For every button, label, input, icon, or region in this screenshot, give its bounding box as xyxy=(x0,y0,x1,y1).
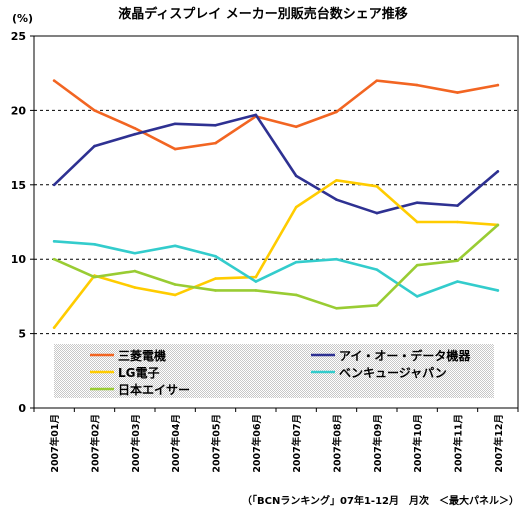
x-tick-label: 2007年08月 xyxy=(332,414,344,473)
data-point xyxy=(133,251,137,255)
y-axis-unit: (%) xyxy=(12,12,33,25)
data-point xyxy=(456,204,459,207)
data-point xyxy=(294,260,298,264)
y-tick-label: 5 xyxy=(18,328,26,341)
data-point xyxy=(93,243,96,246)
data-point xyxy=(294,293,298,297)
data-point xyxy=(456,280,459,283)
y-tick-label: 0 xyxy=(18,402,26,415)
data-point xyxy=(496,170,500,173)
legend-label: 日本エイサー xyxy=(118,382,190,397)
data-point xyxy=(375,184,379,188)
data-point xyxy=(173,147,177,151)
chart-title: 液晶ディスプレイ メーカー別販売台数シェア推移 xyxy=(118,6,408,22)
source-note: （「BCNランキング」07年1-12月 月次 ＜最大パネル＞） xyxy=(242,494,519,507)
legend-label: ベンキュージャパン xyxy=(339,366,447,380)
data-point xyxy=(52,326,56,329)
y-axis-ticks: 0 5 10 15 20 25 xyxy=(11,30,34,415)
data-point xyxy=(456,91,459,94)
data-point xyxy=(456,259,459,262)
data-point xyxy=(214,289,217,292)
data-point xyxy=(254,113,258,117)
legend-label: アイ・オー・データ機器 xyxy=(339,348,471,363)
x-axis-ticks: 2007年01月 2007年02月 2007年03月 2007年04月 2007年05月… xyxy=(33,408,519,473)
data-point xyxy=(254,280,258,283)
legend-label: 三菱電機 xyxy=(118,348,166,363)
data-point xyxy=(456,220,459,224)
y-tick-label: 25 xyxy=(11,30,26,43)
data-point xyxy=(173,122,177,126)
data-point xyxy=(52,257,56,261)
data-point xyxy=(133,286,137,289)
data-point xyxy=(173,293,177,297)
data-point xyxy=(133,126,137,130)
data-point xyxy=(375,268,379,271)
data-point xyxy=(133,269,137,273)
x-tick-label: 2007年07月 xyxy=(291,414,303,473)
data-point xyxy=(415,263,419,267)
x-tick-label: 2007年10月 xyxy=(412,414,424,473)
data-point xyxy=(173,244,177,248)
legend-box xyxy=(54,344,494,398)
data-point xyxy=(254,275,258,279)
x-tick-label: 2007年06月 xyxy=(251,414,263,473)
data-point xyxy=(335,257,338,261)
legend-label: LG電子 xyxy=(118,366,160,380)
x-tick-label: 2007年05月 xyxy=(211,414,223,473)
y-tick-label: 10 xyxy=(11,253,27,266)
data-point xyxy=(496,223,500,227)
data-point xyxy=(294,205,298,209)
data-point xyxy=(496,289,500,292)
x-tick-label: 2007年01月 xyxy=(49,414,61,473)
data-point xyxy=(335,179,338,182)
data-point xyxy=(335,198,338,201)
data-point xyxy=(173,283,177,286)
series-line xyxy=(52,179,500,329)
data-point xyxy=(415,220,419,224)
series-group xyxy=(52,79,500,329)
data-point xyxy=(415,201,419,204)
data-point xyxy=(93,144,96,148)
data-point xyxy=(375,79,379,82)
x-tick-label: 2007年04月 xyxy=(170,414,182,473)
data-point xyxy=(294,174,298,178)
x-tick-label: 2007年03月 xyxy=(130,414,142,473)
data-point xyxy=(93,109,96,112)
data-point xyxy=(335,110,338,114)
gridlines xyxy=(34,109,518,335)
y-tick-label: 20 xyxy=(11,104,27,117)
x-tick-label: 2007年11月 xyxy=(453,414,465,473)
data-point xyxy=(93,275,96,279)
data-point xyxy=(375,211,379,215)
series-line xyxy=(52,79,500,151)
series-line xyxy=(52,223,500,310)
data-point xyxy=(496,83,500,87)
data-point xyxy=(415,295,419,298)
x-tick-label: 2007年12月 xyxy=(493,414,505,473)
data-point xyxy=(52,79,56,82)
data-point xyxy=(214,277,217,280)
series-line xyxy=(52,240,500,298)
x-tick-label: 2007年09月 xyxy=(372,414,384,473)
data-point xyxy=(214,123,217,127)
data-point xyxy=(375,304,379,307)
data-point xyxy=(415,83,419,87)
data-point xyxy=(214,254,217,258)
data-point xyxy=(214,141,217,145)
series-line xyxy=(52,113,500,215)
data-point xyxy=(254,289,258,292)
data-point xyxy=(133,132,137,136)
data-point xyxy=(52,183,56,187)
data-point xyxy=(335,307,338,310)
x-tick-label: 2007年02月 xyxy=(90,414,102,473)
data-point xyxy=(294,125,298,129)
y-tick-label: 15 xyxy=(11,179,26,192)
data-point xyxy=(52,240,56,243)
